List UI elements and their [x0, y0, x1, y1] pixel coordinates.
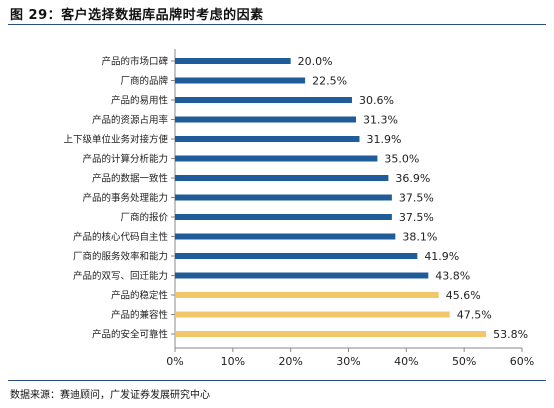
x-tick-label: 30%: [336, 355, 360, 368]
category-label: 产品的易用性: [111, 95, 169, 107]
value-label: 35.0%: [384, 153, 419, 166]
category-label: 产品的兼容性: [111, 309, 169, 321]
bar: [175, 155, 378, 162]
bar: [175, 311, 450, 318]
category-label: 产品的资源占用率: [92, 114, 169, 126]
source-rule: [8, 380, 546, 381]
x-tick-label: 0%: [166, 355, 183, 368]
category-label: 厂商的服务效率和能力: [73, 251, 168, 263]
bar: [175, 175, 389, 181]
value-label: 37.5%: [399, 211, 434, 224]
title-rule: [8, 24, 546, 25]
category-label: 产品的稳定性: [111, 290, 169, 302]
category-label: 厂商的品牌: [120, 75, 168, 87]
value-label: 53.8%: [493, 328, 528, 341]
bar: [175, 214, 392, 220]
value-label: 31.9%: [366, 133, 401, 146]
value-label: 36.9%: [395, 172, 430, 185]
category-label: 产品的计算分析能力: [82, 153, 168, 165]
x-tick-label: 60%: [510, 355, 534, 368]
bar: [175, 292, 439, 298]
x-tick-label: 40%: [394, 355, 418, 368]
value-label: 20.0%: [298, 55, 333, 68]
value-label: 37.5%: [399, 192, 434, 205]
category-label: 上下级单位业务对接方便: [63, 134, 168, 146]
bar: [175, 233, 396, 240]
category-label: 厂商的报价: [120, 212, 168, 224]
category-label: 产品的市场口碑: [101, 56, 168, 68]
category-label: 产品的双写、回迁能力: [73, 270, 168, 282]
value-label: 38.1%: [402, 231, 437, 244]
category-label: 产品的事务处理能力: [82, 192, 168, 204]
bar: [175, 194, 392, 201]
category-label: 产品的数据一致性: [92, 173, 169, 185]
value-label: 41.9%: [424, 250, 459, 263]
page-title: 图 29：客户选择数据库品牌时考虑的因素: [10, 8, 264, 23]
bar-chart: 0% 10% 20% 30% 40% 50% 60% 产品的市场口碑 20.0% 厂商的品牌 22.…: [63, 49, 534, 368]
bar: [175, 331, 487, 337]
bar: [175, 136, 360, 142]
bar: [175, 116, 357, 123]
x-tick-label: 10%: [221, 355, 245, 368]
value-label: 47.5%: [457, 309, 492, 322]
x-tick-label: 50%: [452, 355, 476, 368]
value-label: 30.6%: [359, 94, 394, 107]
category-label: 产品的安全可靠性: [92, 329, 169, 341]
x-tick-label: 20%: [278, 355, 302, 368]
bar: [175, 253, 418, 259]
bar: [175, 77, 306, 84]
category-label: 产品的核心代码自主性: [73, 231, 169, 243]
bar: [175, 97, 352, 103]
source-note: 数据来源：赛迪顾问，广发证券发展研究中心: [10, 390, 210, 401]
value-label: 43.8%: [435, 270, 470, 283]
value-label: 22.5%: [312, 75, 347, 88]
value-label: 31.3%: [363, 114, 398, 127]
value-label: 45.6%: [446, 289, 481, 302]
bar: [175, 272, 429, 279]
bar: [175, 58, 291, 64]
